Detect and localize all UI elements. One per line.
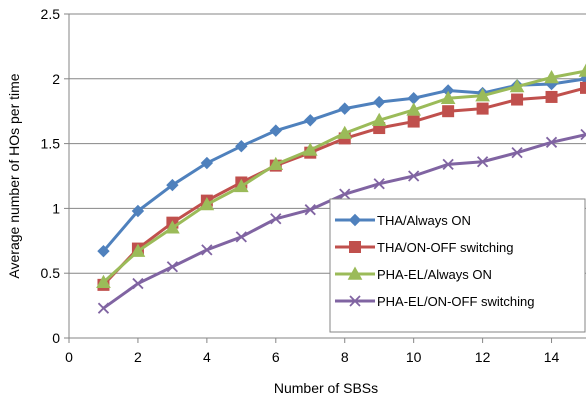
- legend-item: PHA-EL/ON-OFF switching: [335, 294, 534, 309]
- data-point: [475, 88, 490, 102]
- legend-marker: [349, 241, 361, 253]
- data-point: [407, 92, 420, 105]
- data-point: [544, 69, 559, 84]
- data-point: [201, 244, 213, 256]
- legend-label: PHA-EL/Always ON: [377, 267, 492, 282]
- legend-marker: [347, 266, 363, 280]
- data-point: [580, 128, 586, 141]
- legend: THA/Always ON THA/ON-OFF switching PHA-EL/…: [329, 198, 586, 333]
- data-point: [407, 115, 420, 128]
- data-point: [132, 277, 144, 290]
- data-point: [442, 105, 455, 118]
- x-tick-label: 8: [341, 349, 349, 365]
- data-point: [476, 156, 489, 168]
- data-point: [371, 112, 387, 126]
- data-point: [442, 158, 454, 170]
- x-tick-label: 14: [544, 349, 560, 365]
- data-point: [338, 102, 351, 115]
- data-point: [200, 156, 214, 170]
- data-point: [97, 244, 110, 258]
- series-4: [97, 128, 586, 314]
- data-point: [509, 79, 525, 93]
- legend-item: PHA-EL/Always ON: [335, 266, 492, 282]
- y-tick-label: 2.5: [41, 6, 61, 22]
- data-point: [545, 136, 558, 148]
- legend-label: THA/Always ON: [377, 213, 471, 228]
- data-point: [578, 63, 586, 77]
- data-point: [373, 178, 385, 190]
- data-point: [304, 114, 317, 127]
- legend-item: THA/ON-OFF switching: [335, 240, 514, 255]
- data-point: [476, 102, 489, 115]
- data-point: [511, 147, 523, 159]
- y-tick-label: 1.5: [41, 136, 61, 152]
- axes: [68, 14, 586, 339]
- x-tick-label: 6: [272, 349, 280, 365]
- data-point: [304, 204, 316, 216]
- data-point: [166, 261, 179, 273]
- data-point: [130, 243, 146, 257]
- data-point: [199, 196, 215, 211]
- data-point: [302, 142, 318, 156]
- data-point: [372, 95, 386, 109]
- data-point: [235, 231, 247, 243]
- legend-label: PHA-EL/ON-OFF switching: [377, 294, 534, 309]
- y-tick-label: 1: [52, 200, 60, 216]
- data-point: [545, 90, 558, 103]
- data-point: [408, 170, 420, 182]
- data-point: [97, 302, 110, 314]
- x-tick-label: 12: [475, 349, 491, 365]
- data-point: [166, 178, 179, 192]
- legend-label: THA/ON-OFF switching: [377, 240, 514, 255]
- data-point: [337, 125, 353, 139]
- y-tick-label: 0.5: [41, 265, 61, 281]
- x-tick-label: 0: [65, 349, 73, 365]
- series-layer: [96, 63, 586, 314]
- data-point: [96, 274, 111, 288]
- series-3: [96, 63, 586, 288]
- data-point: [580, 81, 586, 94]
- series-1: [97, 72, 586, 258]
- data-point: [440, 90, 456, 104]
- x-axis-title: Number of SBSs: [274, 380, 378, 396]
- y-axis-title: Average number of HOs per time: [6, 73, 22, 278]
- legend-marker: [349, 295, 361, 307]
- data-point: [233, 178, 249, 193]
- data-point: [268, 156, 284, 171]
- legend-item: THA/Always ON: [335, 213, 471, 228]
- data-point: [165, 220, 180, 234]
- x-tick-label: 10: [406, 349, 422, 365]
- data-point: [511, 93, 524, 106]
- x-tick-labels: 0 2 4 6 8 10 12 14: [65, 349, 559, 365]
- data-point: [339, 188, 351, 200]
- legend-marker: [348, 213, 362, 227]
- x-tick-label: 2: [134, 349, 142, 365]
- data-point: [235, 139, 248, 153]
- y-tick-label: 0: [52, 330, 60, 346]
- x-tick-label: 4: [203, 349, 211, 365]
- y-tick-label: 2: [52, 71, 60, 87]
- data-point: [131, 204, 145, 218]
- data-point: [269, 124, 283, 137]
- data-point: [406, 102, 422, 116]
- data-point: [270, 213, 282, 225]
- y-tick-labels: 0 0.5 1 1.5 2 2.5: [41, 6, 61, 346]
